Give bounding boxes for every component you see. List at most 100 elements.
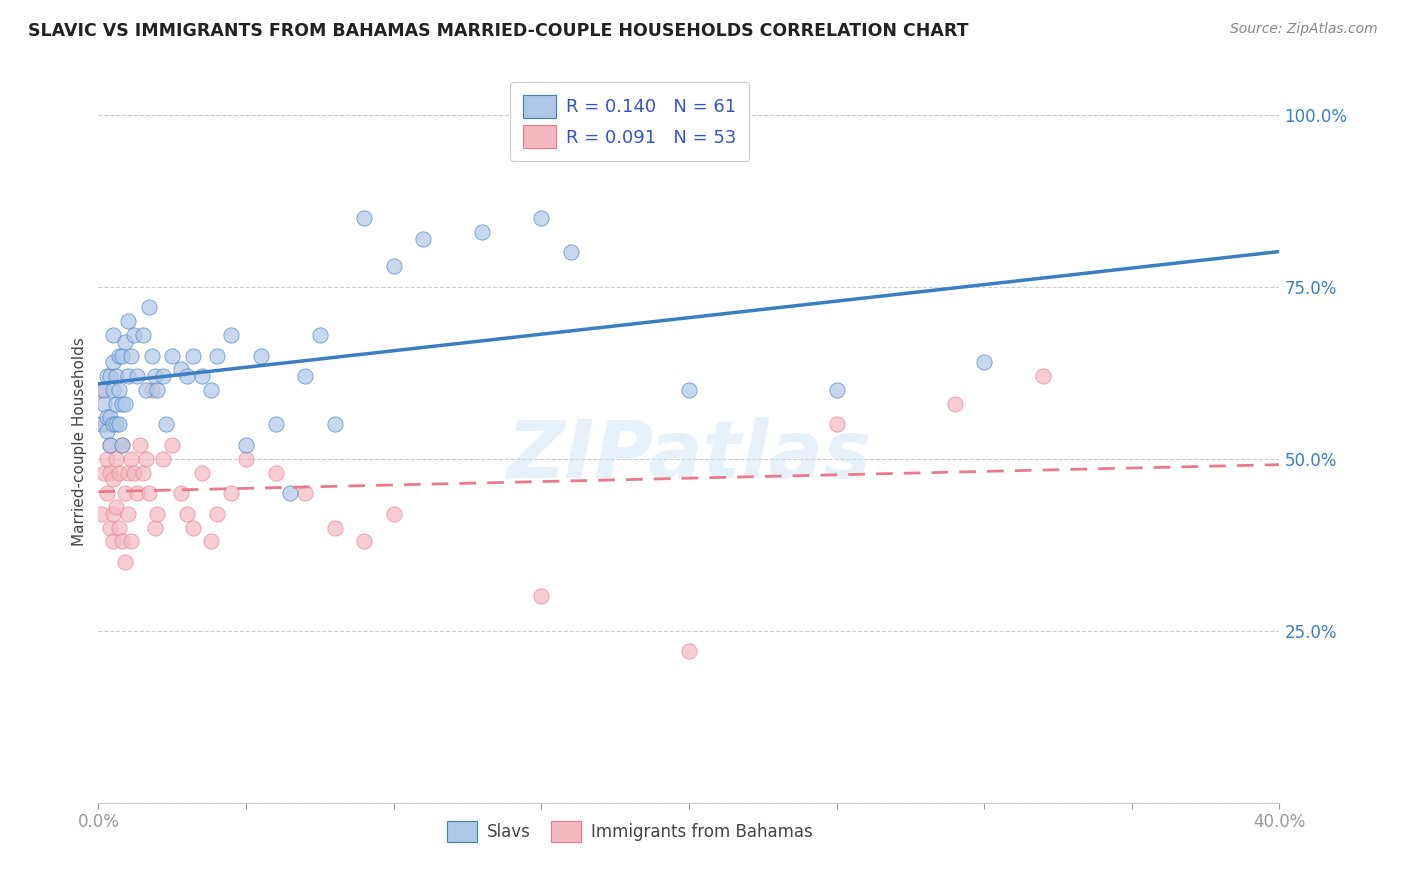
Point bbox=[114, 334, 136, 349]
Point bbox=[170, 486, 193, 500]
Point bbox=[108, 520, 131, 534]
Point bbox=[825, 383, 848, 397]
Point bbox=[93, 417, 115, 432]
Point bbox=[128, 438, 150, 452]
Point bbox=[105, 417, 128, 432]
Point bbox=[191, 369, 214, 384]
Point bbox=[235, 451, 257, 466]
Point bbox=[103, 534, 125, 549]
Point bbox=[162, 438, 183, 452]
Point bbox=[235, 438, 257, 452]
Point bbox=[825, 417, 848, 432]
Text: Source: ZipAtlas.com: Source: ZipAtlas.com bbox=[1230, 22, 1378, 37]
Point bbox=[678, 644, 700, 658]
Point bbox=[90, 417, 112, 432]
Point bbox=[250, 349, 273, 363]
Point bbox=[221, 327, 243, 342]
Point bbox=[264, 466, 287, 480]
Point bbox=[152, 369, 174, 384]
Point bbox=[90, 383, 112, 397]
Point bbox=[323, 417, 346, 432]
Point bbox=[560, 245, 582, 260]
Point bbox=[103, 472, 125, 486]
Text: SLAVIC VS IMMIGRANTS FROM BAHAMAS MARRIED-COUPLE HOUSEHOLDS CORRELATION CHART: SLAVIC VS IMMIGRANTS FROM BAHAMAS MARRIE… bbox=[28, 22, 969, 40]
Point bbox=[530, 211, 553, 225]
Point bbox=[117, 466, 139, 480]
Point bbox=[93, 466, 115, 480]
Point bbox=[96, 424, 118, 438]
Point bbox=[108, 349, 131, 363]
Point bbox=[382, 259, 405, 273]
Point bbox=[205, 349, 228, 363]
Point bbox=[943, 397, 966, 411]
Point bbox=[122, 327, 145, 342]
Point bbox=[103, 417, 125, 432]
Point bbox=[96, 410, 118, 425]
Point bbox=[221, 486, 243, 500]
Point bbox=[108, 383, 131, 397]
Point bbox=[264, 417, 287, 432]
Point bbox=[96, 369, 118, 384]
Point bbox=[170, 362, 193, 376]
Point bbox=[111, 438, 134, 452]
Point bbox=[114, 555, 136, 569]
Point bbox=[96, 451, 118, 466]
Point bbox=[181, 349, 204, 363]
Point bbox=[93, 383, 115, 397]
Point bbox=[96, 486, 118, 500]
Point bbox=[135, 451, 157, 466]
Point bbox=[200, 534, 222, 549]
Point bbox=[105, 369, 128, 384]
Point bbox=[98, 410, 121, 425]
Point bbox=[105, 397, 128, 411]
Legend: Slavs, Immigrants from Bahamas: Slavs, Immigrants from Bahamas bbox=[440, 814, 820, 848]
Point bbox=[108, 466, 131, 480]
Point bbox=[382, 507, 405, 521]
Point bbox=[294, 369, 316, 384]
Point bbox=[353, 211, 375, 225]
Point bbox=[98, 520, 121, 534]
Point bbox=[108, 417, 131, 432]
Point bbox=[162, 349, 183, 363]
Point bbox=[143, 369, 166, 384]
Point bbox=[143, 520, 166, 534]
Point bbox=[120, 349, 142, 363]
Point bbox=[105, 500, 128, 514]
Point bbox=[117, 314, 139, 328]
Point bbox=[111, 534, 134, 549]
Point bbox=[294, 486, 316, 500]
Point bbox=[90, 507, 112, 521]
Point bbox=[973, 355, 995, 369]
Point bbox=[141, 349, 163, 363]
Point bbox=[471, 225, 494, 239]
Point bbox=[105, 451, 128, 466]
Point bbox=[530, 590, 553, 604]
Point bbox=[309, 327, 332, 342]
Point bbox=[111, 438, 134, 452]
Point bbox=[138, 301, 160, 315]
Point bbox=[146, 507, 169, 521]
Point bbox=[176, 507, 198, 521]
Point bbox=[114, 397, 136, 411]
Point bbox=[103, 327, 125, 342]
Point bbox=[98, 369, 121, 384]
Point bbox=[125, 486, 148, 500]
Point bbox=[125, 369, 148, 384]
Point bbox=[678, 383, 700, 397]
Point bbox=[176, 369, 198, 384]
Point bbox=[132, 466, 155, 480]
Point bbox=[152, 451, 174, 466]
Point bbox=[117, 507, 139, 521]
Point bbox=[200, 383, 222, 397]
Point bbox=[111, 349, 134, 363]
Text: ZIPatlas: ZIPatlas bbox=[506, 417, 872, 495]
Point bbox=[93, 397, 115, 411]
Point bbox=[141, 383, 163, 397]
Y-axis label: Married-couple Households: Married-couple Households bbox=[72, 337, 87, 546]
Point bbox=[120, 451, 142, 466]
Point bbox=[98, 466, 121, 480]
Point bbox=[103, 383, 125, 397]
Point bbox=[191, 466, 214, 480]
Point bbox=[98, 438, 121, 452]
Point bbox=[120, 534, 142, 549]
